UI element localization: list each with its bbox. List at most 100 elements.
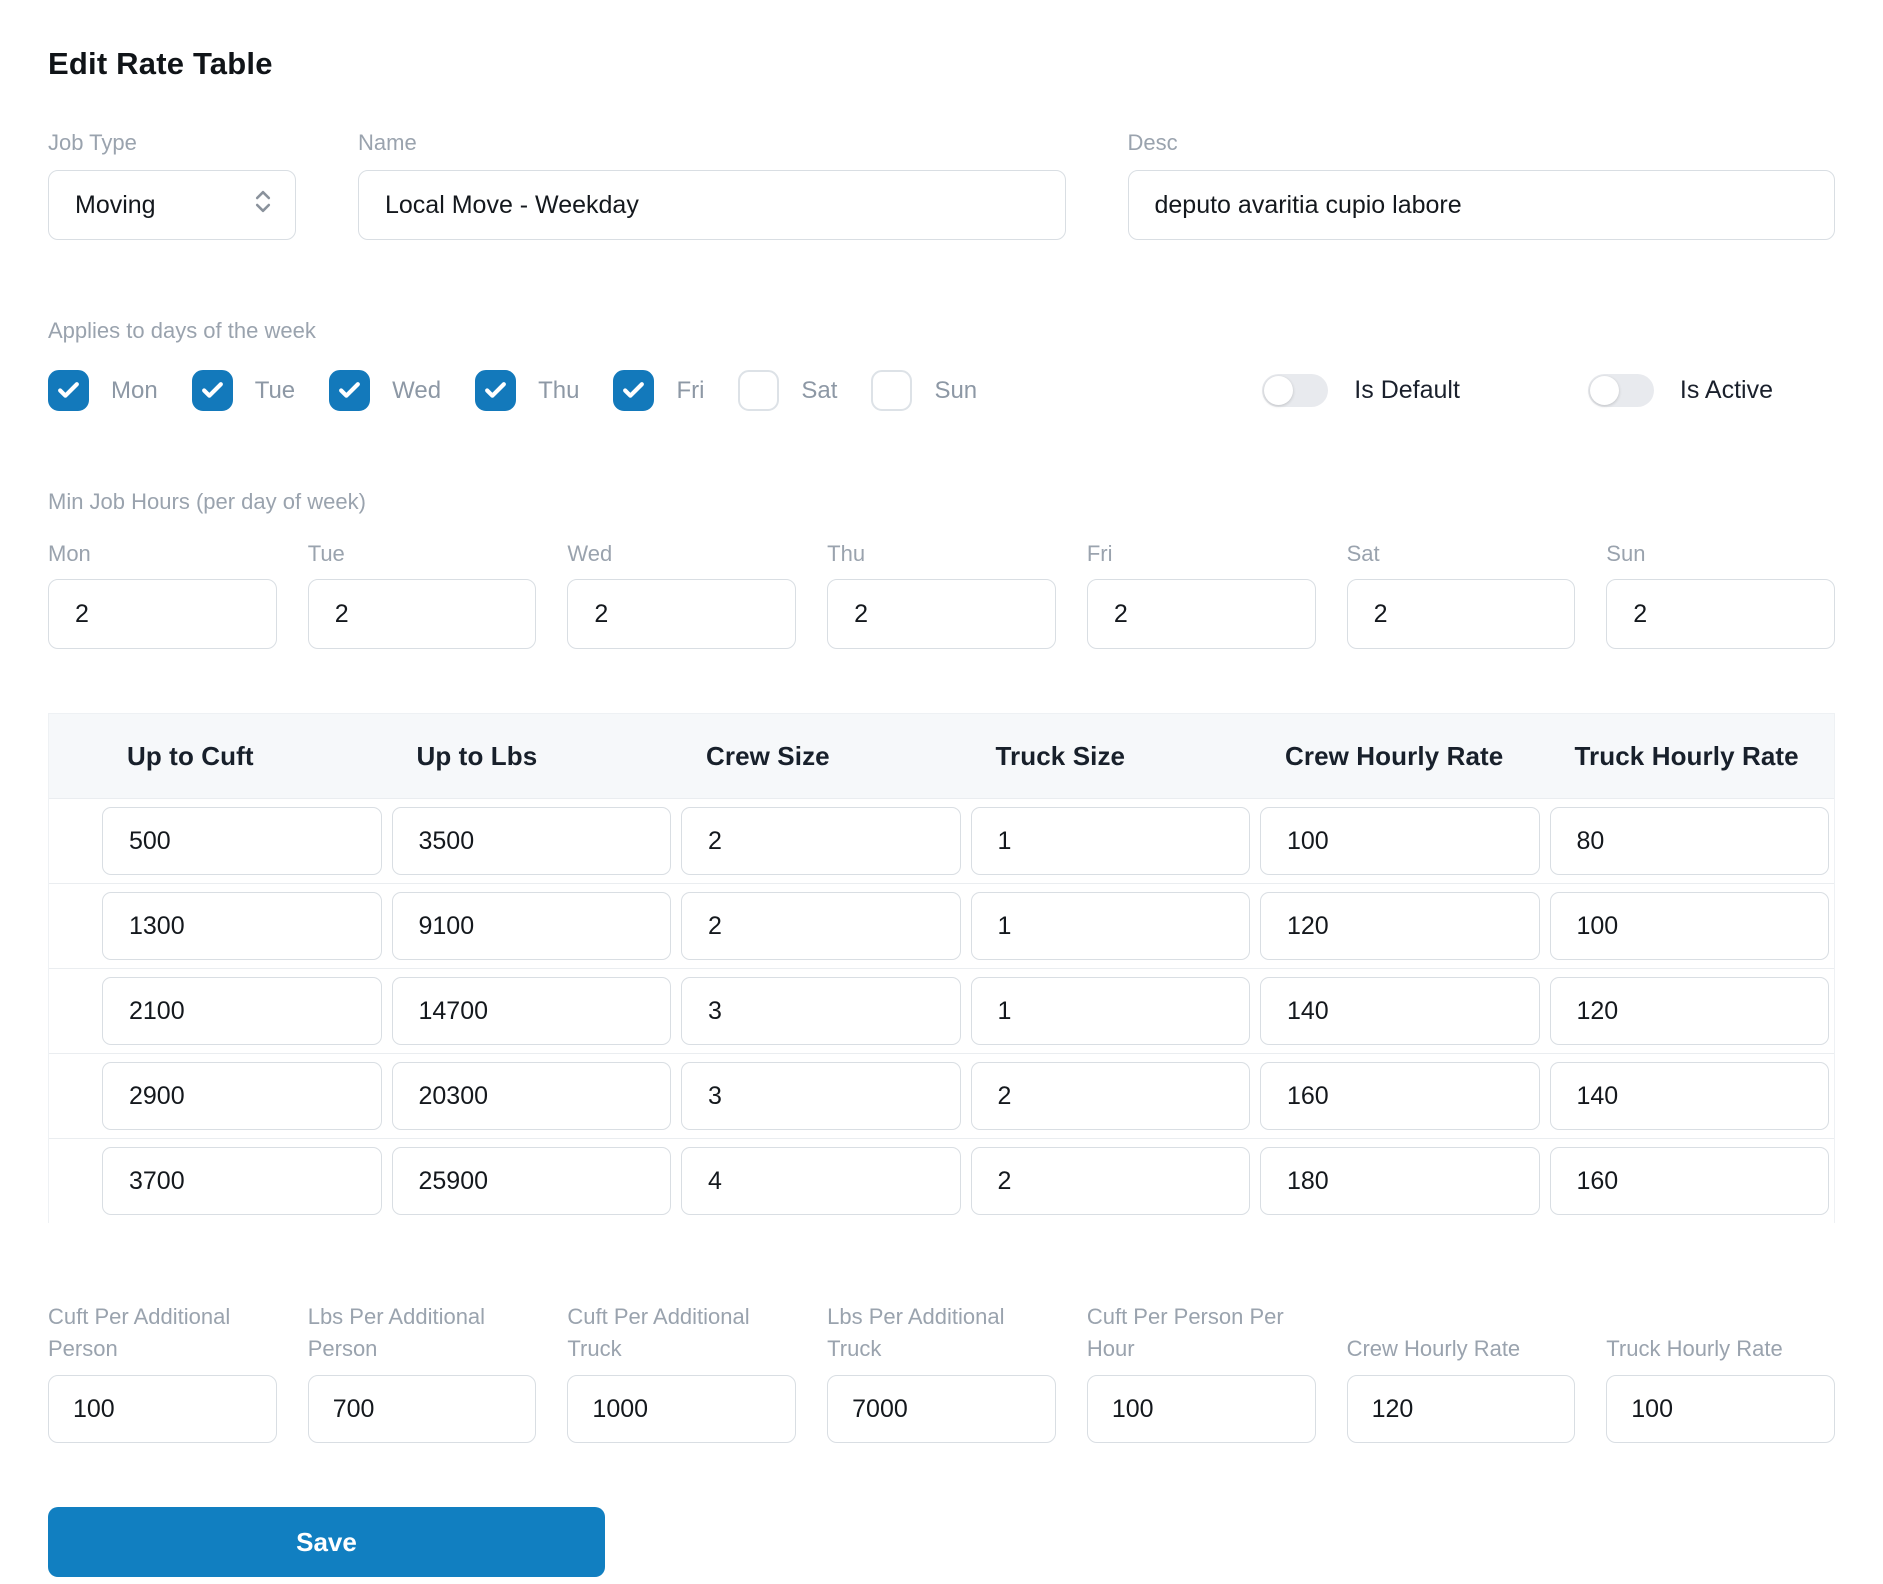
cuft-per-additional-person-group: Cuft Per Additional Person xyxy=(48,1295,277,1443)
day-label: Fri xyxy=(676,376,705,404)
cell-truck-size-input[interactable] xyxy=(970,892,1250,960)
name-input[interactable] xyxy=(358,170,1066,240)
min-hours-mon: Mon xyxy=(48,539,277,649)
column-header-truck-size: Truck Size xyxy=(995,740,1126,771)
checkbox-fri[interactable] xyxy=(613,370,655,411)
job-type-select[interactable]: Moving xyxy=(48,170,296,240)
job-type-selected-value: Moving xyxy=(75,190,156,219)
job-type-label: Job Type xyxy=(48,130,137,155)
cell-crew-hourly-rate-input[interactable] xyxy=(1260,892,1540,960)
day-checkbox-thu[interactable]: Thu xyxy=(475,370,579,411)
crew-hourly-rate-group: Crew Hourly Rate xyxy=(1346,1295,1576,1443)
lbs-per-additional-person-input[interactable] xyxy=(307,1375,537,1443)
day-checkbox-sun[interactable]: Sun xyxy=(871,370,977,411)
cell-truck-size-input[interactable] xyxy=(970,977,1250,1045)
cell-crew-hourly-rate-input[interactable] xyxy=(1260,807,1540,875)
check-icon xyxy=(485,382,506,398)
truck-hourly-rate-input[interactable] xyxy=(1606,1375,1835,1443)
min-hours-sat-input[interactable] xyxy=(1346,579,1576,649)
day-checkbox-wed[interactable]: Wed xyxy=(329,370,441,411)
day-label: Tue xyxy=(254,376,296,404)
column-header-truck-hourly-rate: Truck Hourly Rate xyxy=(1574,740,1799,771)
cell-truck-size-input[interactable] xyxy=(970,807,1250,875)
cell-up-to-lbs-input[interactable] xyxy=(391,1147,671,1215)
desc-input[interactable] xyxy=(1127,170,1835,240)
is-active-toggle[interactable] xyxy=(1587,374,1654,407)
cell-crew-hourly-rate-input[interactable] xyxy=(1260,1062,1540,1130)
cuft-per-additional-truck-input[interactable] xyxy=(567,1375,797,1443)
checkbox-tue[interactable] xyxy=(191,370,233,411)
min-hours-thu-input[interactable] xyxy=(827,579,1056,649)
cell-truck-size-input[interactable] xyxy=(970,1147,1250,1215)
cell-crew-size-input[interactable] xyxy=(681,977,961,1045)
min-hours-sat: Sat xyxy=(1346,539,1576,649)
cell-up-to-cuft-input[interactable] xyxy=(102,892,382,960)
lbs-per-additional-truck-input[interactable] xyxy=(827,1375,1056,1443)
cell-truck-hourly-rate-input[interactable] xyxy=(1549,1147,1829,1215)
is-active-label: Is Active xyxy=(1679,376,1773,404)
checkbox-thu[interactable] xyxy=(475,370,517,411)
truck-hourly-rate-group: Truck Hourly Rate xyxy=(1606,1295,1835,1443)
check-icon xyxy=(201,382,223,398)
cell-up-to-lbs-input[interactable] xyxy=(391,1062,671,1130)
table-row xyxy=(49,883,1834,968)
toggle-knob xyxy=(1589,376,1619,405)
rate-table-header: Up to Cuft Up to Lbs Crew Size Truck Siz… xyxy=(49,714,1834,798)
cell-crew-size-input[interactable] xyxy=(681,1147,961,1215)
crew-hourly-rate-input[interactable] xyxy=(1346,1375,1576,1443)
min-hours-fri-input[interactable] xyxy=(1086,579,1316,649)
min-hours-day-label: Tue xyxy=(307,541,345,566)
additional-fields-grid: Cuft Per Additional Person Lbs Per Addit… xyxy=(48,1295,1835,1443)
table-row xyxy=(49,798,1834,883)
min-hours-day-label: Sat xyxy=(1346,541,1380,566)
cell-up-to-lbs-input[interactable] xyxy=(391,807,671,875)
min-hours-day-label: Mon xyxy=(48,541,91,566)
day-checkbox-list: Mon Tue Wed Thu Fri Sat xyxy=(48,370,977,411)
checkbox-sun[interactable] xyxy=(871,370,913,411)
checkbox-wed[interactable] xyxy=(329,370,371,411)
min-hours-tue: Tue xyxy=(307,539,537,649)
day-checkbox-tue[interactable]: Tue xyxy=(191,370,296,411)
min-hours-sun-input[interactable] xyxy=(1606,579,1835,649)
min-hours-mon-input[interactable] xyxy=(48,579,277,649)
save-button[interactable]: Save xyxy=(48,1507,605,1577)
min-hours-sun: Sun xyxy=(1606,539,1835,649)
checkbox-sat[interactable] xyxy=(738,370,780,411)
min-hours-wed-input[interactable] xyxy=(567,579,797,649)
checkbox-mon[interactable] xyxy=(48,370,89,411)
min-hours-day-label: Thu xyxy=(827,541,866,566)
job-type-field-group: Job Type Moving xyxy=(48,128,296,240)
cell-crew-hourly-rate-input[interactable] xyxy=(1260,1147,1540,1215)
cell-up-to-cuft-input[interactable] xyxy=(102,1147,382,1215)
day-label: Wed xyxy=(392,376,442,404)
cell-up-to-cuft-input[interactable] xyxy=(102,977,382,1045)
cell-up-to-lbs-input[interactable] xyxy=(391,977,671,1045)
cell-truck-hourly-rate-input[interactable] xyxy=(1549,892,1829,960)
day-checkbox-mon[interactable]: Mon xyxy=(48,370,158,411)
min-hours-tue-input[interactable] xyxy=(307,579,537,649)
cell-truck-hourly-rate-input[interactable] xyxy=(1549,977,1829,1045)
cell-crew-size-input[interactable] xyxy=(681,892,961,960)
is-active-toggle-item: Is Active xyxy=(1587,374,1773,407)
toggle-group: Is Default Is Active xyxy=(1262,374,1773,407)
cell-crew-size-input[interactable] xyxy=(681,1062,961,1130)
cell-up-to-lbs-input[interactable] xyxy=(391,892,671,960)
min-hours-day-label: Fri xyxy=(1086,541,1113,566)
cell-truck-hourly-rate-input[interactable] xyxy=(1549,1062,1829,1130)
cell-truck-hourly-rate-input[interactable] xyxy=(1549,807,1829,875)
cell-crew-size-input[interactable] xyxy=(681,807,961,875)
cuft-per-additional-person-input[interactable] xyxy=(48,1375,277,1443)
cell-truck-size-input[interactable] xyxy=(970,1062,1250,1130)
field-label: Lbs Per Additional Truck xyxy=(827,1304,1005,1361)
day-checkbox-fri[interactable]: Fri xyxy=(613,370,704,411)
column-header-crew-size: Crew Size xyxy=(706,740,830,771)
day-checkbox-sat[interactable]: Sat xyxy=(738,370,837,411)
cuft-per-person-per-hour-input[interactable] xyxy=(1086,1375,1316,1443)
desc-field-group: Desc xyxy=(1127,128,1835,240)
is-default-toggle[interactable] xyxy=(1262,374,1329,407)
cell-crew-hourly-rate-input[interactable] xyxy=(1260,977,1540,1045)
cell-up-to-cuft-input[interactable] xyxy=(102,807,382,875)
cell-up-to-cuft-input[interactable] xyxy=(102,1062,382,1130)
min-hours-wed: Wed xyxy=(567,539,797,649)
